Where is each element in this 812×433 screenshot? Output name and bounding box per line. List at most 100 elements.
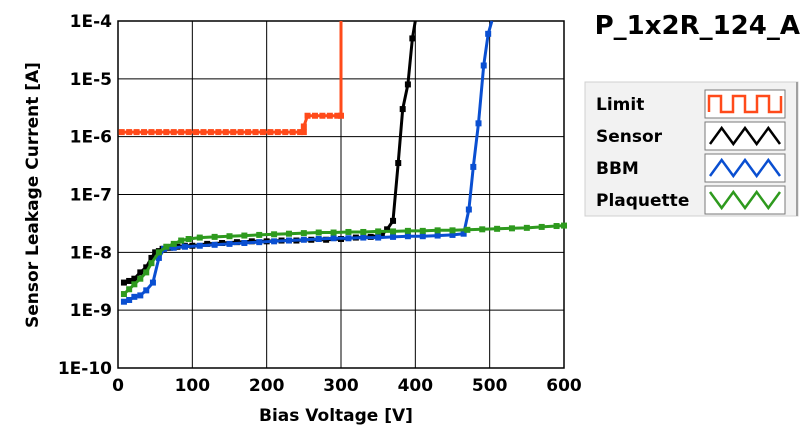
legend-swatch-line bbox=[707, 94, 783, 114]
data-point bbox=[508, 225, 515, 232]
data-point bbox=[196, 234, 203, 241]
data-point bbox=[137, 292, 144, 299]
data-point bbox=[211, 241, 218, 248]
data-point bbox=[241, 240, 248, 247]
data-point bbox=[390, 233, 397, 240]
x-tick-label: 0 bbox=[112, 376, 124, 396]
data-point bbox=[155, 249, 162, 256]
data-point bbox=[300, 123, 307, 130]
data-point bbox=[118, 129, 125, 136]
data-point bbox=[155, 129, 162, 136]
data-point bbox=[404, 227, 411, 234]
data-point bbox=[163, 129, 170, 136]
data-point bbox=[259, 129, 266, 136]
data-point bbox=[211, 233, 218, 240]
data-point bbox=[409, 35, 416, 42]
data-point bbox=[360, 228, 367, 235]
data-point bbox=[170, 129, 177, 136]
data-point bbox=[345, 235, 352, 242]
chart-title: P_1x2R_124_A bbox=[595, 11, 800, 41]
data-point bbox=[395, 160, 402, 167]
data-point bbox=[561, 222, 567, 229]
data-point bbox=[141, 129, 148, 136]
series-layer bbox=[118, 20, 567, 305]
data-point bbox=[137, 275, 144, 282]
data-point bbox=[185, 129, 192, 136]
data-point bbox=[282, 129, 289, 136]
data-point bbox=[345, 228, 352, 235]
data-point bbox=[465, 206, 472, 213]
data-point bbox=[256, 239, 263, 246]
data-point bbox=[330, 229, 337, 236]
y-tick-label: 1E-7 bbox=[70, 186, 112, 206]
data-point bbox=[178, 237, 185, 244]
data-point bbox=[178, 129, 185, 136]
series-line bbox=[121, 21, 343, 134]
data-point bbox=[460, 230, 467, 237]
data-point bbox=[479, 226, 486, 233]
data-point bbox=[404, 233, 411, 240]
legend-entry-sensor: Sensor bbox=[596, 121, 786, 151]
data-point bbox=[226, 233, 233, 240]
data-point bbox=[120, 291, 127, 298]
data-point bbox=[338, 112, 344, 119]
data-point bbox=[133, 129, 140, 136]
data-point bbox=[315, 236, 322, 243]
data-point bbox=[390, 228, 397, 235]
series-plaquette bbox=[120, 222, 567, 298]
data-point bbox=[170, 244, 177, 251]
x-tick-label: 200 bbox=[249, 376, 285, 396]
series-line bbox=[123, 20, 494, 304]
data-point bbox=[170, 240, 177, 247]
data-point bbox=[319, 112, 326, 119]
data-point bbox=[120, 279, 127, 286]
y-tick-label: 1E-5 bbox=[70, 70, 112, 90]
data-point bbox=[126, 129, 133, 136]
data-point bbox=[419, 233, 426, 240]
data-point bbox=[399, 106, 406, 113]
data-point bbox=[384, 226, 391, 233]
legend-label: Limit bbox=[596, 95, 644, 115]
data-point bbox=[378, 231, 385, 238]
data-point bbox=[485, 30, 492, 37]
data-point bbox=[464, 226, 471, 233]
x-tick-label: 400 bbox=[398, 376, 434, 396]
data-point bbox=[271, 231, 278, 238]
legend-entries: Limit Sensor BBM Plaquette bbox=[596, 89, 786, 215]
legend-swatch-line bbox=[708, 189, 782, 211]
data-point bbox=[289, 129, 296, 136]
x-tick-label: 100 bbox=[175, 376, 211, 396]
data-point bbox=[215, 129, 222, 136]
data-point bbox=[330, 235, 337, 242]
data-point bbox=[252, 129, 259, 136]
data-point bbox=[149, 279, 156, 286]
data-point bbox=[237, 129, 244, 136]
x-axis-title: Bias Voltage [V] bbox=[259, 406, 413, 426]
y-tick-label: 1E-10 bbox=[58, 359, 112, 379]
data-point bbox=[143, 287, 150, 294]
y-tick-label: 1E-9 bbox=[70, 301, 112, 321]
data-point bbox=[315, 229, 322, 236]
data-point bbox=[326, 112, 333, 119]
data-point bbox=[271, 238, 278, 245]
data-point bbox=[300, 230, 307, 237]
data-point bbox=[148, 260, 155, 267]
data-point bbox=[222, 129, 229, 136]
data-point bbox=[126, 296, 133, 303]
data-point bbox=[131, 275, 138, 282]
x-tick-label: 600 bbox=[546, 376, 582, 396]
data-point bbox=[267, 129, 274, 136]
data-point bbox=[434, 227, 441, 234]
y-tick-label: 1E-4 bbox=[70, 12, 112, 32]
data-point bbox=[404, 81, 411, 88]
data-point bbox=[470, 163, 477, 170]
data-point bbox=[494, 225, 501, 232]
data-point bbox=[311, 112, 318, 119]
data-point bbox=[523, 224, 530, 231]
data-point bbox=[137, 269, 144, 276]
data-point bbox=[300, 236, 307, 243]
legend-swatch-line bbox=[708, 157, 782, 179]
data-point bbox=[245, 129, 252, 136]
data-point bbox=[449, 227, 456, 234]
series-limit bbox=[118, 21, 344, 136]
